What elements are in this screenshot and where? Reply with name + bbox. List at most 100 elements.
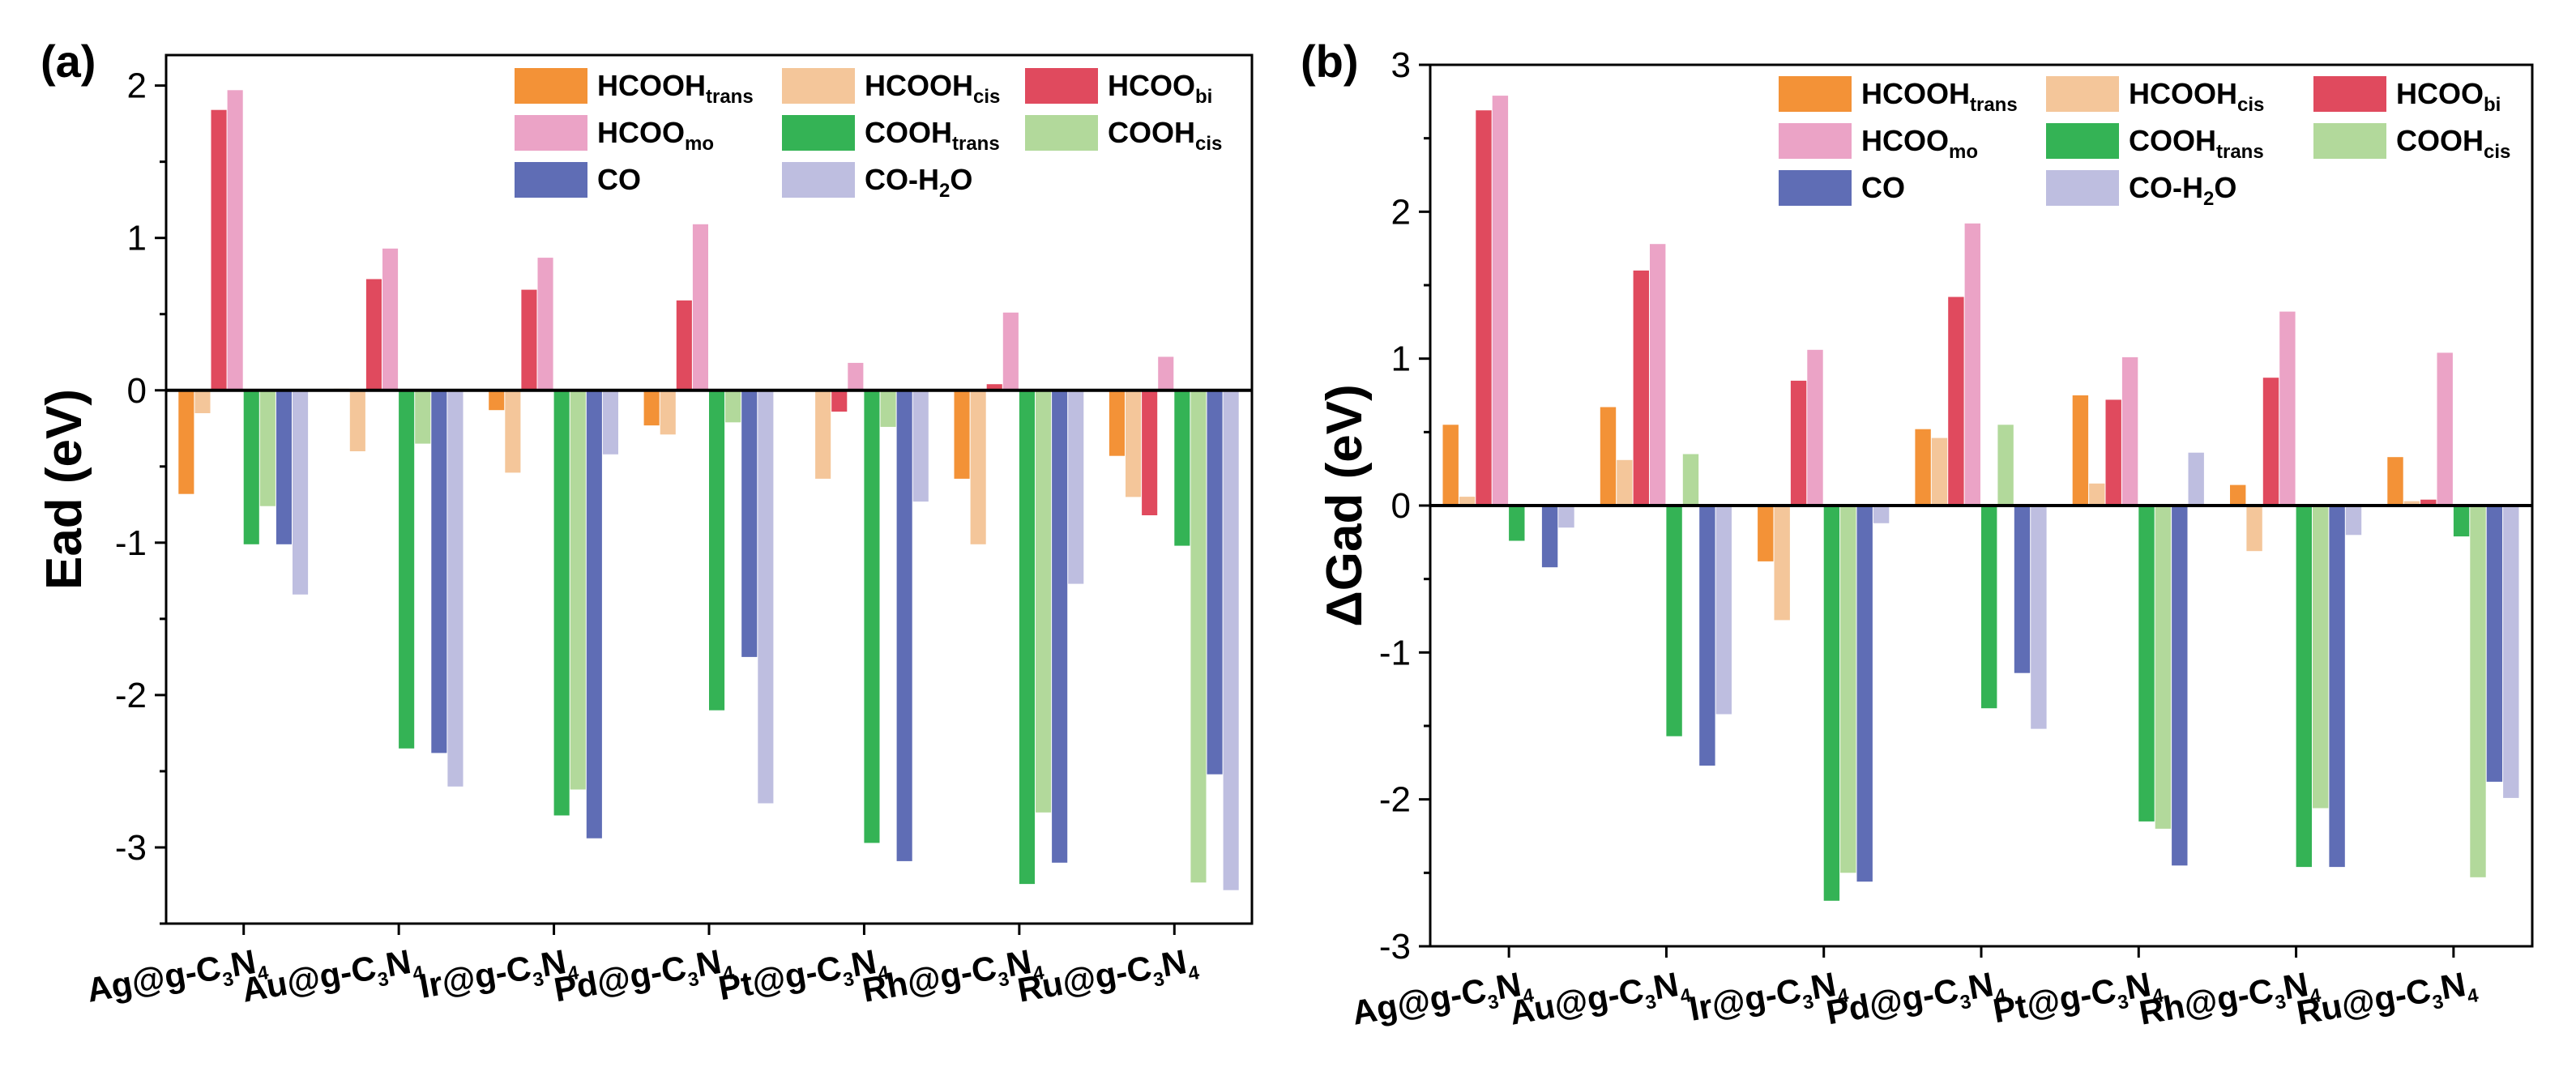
bar-b-HCOOmo-2 bbox=[1807, 349, 1823, 506]
legend-swatch-a-0 bbox=[515, 68, 587, 104]
bar-b-HCOObi-5 bbox=[2262, 378, 2279, 506]
legend-label-b-6: CO bbox=[1861, 171, 1905, 204]
legend-a: HCOOHtrans HCOOHcis HCOObi HCOOmo COOHtrans C… bbox=[515, 68, 1222, 202]
legend-label-a-3: HCOOmo bbox=[597, 116, 714, 155]
legend-swatch-b-6 bbox=[1779, 170, 1852, 206]
ytick-label-b-5: 2 bbox=[1391, 192, 1411, 232]
bar-a-CO-H2O-1 bbox=[447, 390, 464, 787]
bar-b-CO-H2O-4 bbox=[2188, 452, 2204, 506]
bar-a-HCOOmo-1 bbox=[382, 248, 399, 391]
bar-b-HCOOmo-5 bbox=[2279, 311, 2296, 506]
bar-b-COOHtrans-3 bbox=[1981, 506, 1997, 709]
legend-swatch-a-3 bbox=[515, 115, 587, 151]
panel-a: -3-2-1012Ag@g-C3N4Au@g-C3N4Ir@g-C3N4Pd@g… bbox=[36, 36, 1254, 1014]
bar-a-COOHtrans-0 bbox=[243, 390, 259, 544]
bar-a-HCOOHcis-1 bbox=[349, 390, 365, 451]
bar-b-HCOOHtrans-0 bbox=[1442, 425, 1459, 506]
bar-a-COOHtrans-5 bbox=[1019, 390, 1035, 885]
bar-a-CO-2 bbox=[586, 390, 602, 839]
bar-b-HCOObi-0 bbox=[1476, 110, 1492, 506]
bar-a-HCOObi-6 bbox=[1142, 390, 1158, 515]
bar-b-COOHcis-4 bbox=[2155, 506, 2172, 829]
bar-b-HCOOmo-3 bbox=[1964, 223, 1980, 506]
bar-a-HCOObi-0 bbox=[211, 109, 227, 391]
ylabel-a: Ead (eV) bbox=[36, 389, 92, 590]
legend-swatch-b-2 bbox=[2313, 76, 2386, 112]
bar-b-CO-H2O-2 bbox=[1873, 506, 1890, 523]
xtick-label-a-1: Au@g-C3N4 bbox=[239, 940, 426, 1014]
bar-a-HCOOHtrans-3 bbox=[643, 390, 660, 426]
bar-a-CO-H2O-6 bbox=[1223, 390, 1239, 890]
legend-swatch-a-5 bbox=[1025, 115, 1098, 151]
bar-a-COOHcis-6 bbox=[1190, 390, 1207, 883]
legend-swatch-b-0 bbox=[1779, 76, 1852, 112]
bar-b-COOHtrans-0 bbox=[1509, 506, 1525, 541]
legend-swatch-a-4 bbox=[782, 115, 855, 151]
bar-b-COOHcis-1 bbox=[1682, 454, 1699, 506]
legend-swatch-a-2 bbox=[1025, 68, 1098, 104]
bar-a-CO-H2O-5 bbox=[1068, 390, 1084, 584]
bar-b-HCOOmo-0 bbox=[1492, 96, 1509, 506]
bar-a-CO-H2O-3 bbox=[758, 390, 774, 804]
bar-a-HCOOHcis-3 bbox=[660, 390, 676, 435]
panel-label-a: (a) bbox=[41, 36, 96, 87]
bar-b-COOHtrans-2 bbox=[1823, 506, 1840, 901]
bar-b-HCOOHcis-4 bbox=[2089, 483, 2105, 506]
bar-a-COOHtrans-2 bbox=[553, 390, 570, 816]
bar-a-HCOObi-1 bbox=[365, 279, 382, 391]
bar-b-HCOOHtrans-3 bbox=[1915, 429, 1931, 506]
bar-a-HCOOmo-5 bbox=[1002, 312, 1019, 391]
bar-b-HCOOHcis-6 bbox=[2403, 501, 2420, 506]
bar-b-HCOOHtrans-5 bbox=[2230, 484, 2246, 506]
legend-b: HCOOHtrans HCOOHcis HCOObi HCOOmo COOHtrans C… bbox=[1779, 76, 2510, 210]
bar-a-HCOOmo-6 bbox=[1158, 356, 1174, 391]
bar-a-HCOObi-4 bbox=[831, 390, 848, 412]
legend-label-a-0: HCOOHtrans bbox=[597, 69, 754, 108]
legend-label-b-5: COOHcis bbox=[2396, 124, 2510, 163]
bar-a-COOHcis-3 bbox=[725, 390, 741, 423]
xtick-label-b-3: Pd@g-C3N4 bbox=[1823, 962, 2008, 1037]
bar-a-CO-1 bbox=[431, 390, 447, 753]
bar-b-CO-H2O-0 bbox=[1558, 506, 1574, 528]
bar-b-HCOObi-6 bbox=[2420, 499, 2437, 506]
bar-b-HCOOHtrans-4 bbox=[2072, 395, 2089, 506]
bar-b-CO-0 bbox=[1541, 506, 1558, 568]
bar-b-HCOObi-2 bbox=[1790, 380, 1807, 506]
bar-a-HCOOHtrans-0 bbox=[178, 390, 194, 494]
legend-label-b-7: CO-H2O bbox=[2129, 171, 2236, 210]
bar-a-CO-H2O-2 bbox=[602, 390, 618, 455]
bar-a-CO-4 bbox=[896, 390, 912, 861]
legend-label-a-4: COOHtrans bbox=[865, 116, 1000, 155]
bar-b-HCOOHcis-3 bbox=[1931, 437, 1948, 506]
bar-b-HCOOHtrans-6 bbox=[2387, 457, 2403, 506]
legend-swatch-a-7 bbox=[782, 162, 855, 198]
legend-swatch-a-6 bbox=[515, 162, 587, 198]
bar-a-COOHcis-4 bbox=[880, 390, 896, 427]
ytick-label-a-1: -2 bbox=[115, 676, 147, 715]
bar-b-HCOObi-3 bbox=[1948, 297, 1964, 506]
ytick-label-b-0: -3 bbox=[1379, 927, 1411, 967]
bar-a-HCOObi-2 bbox=[521, 289, 537, 391]
legend-label-a-2: HCOObi bbox=[1108, 69, 1212, 108]
bar-b-HCOOHtrans-1 bbox=[1600, 407, 1617, 506]
bar-a-CO-3 bbox=[741, 390, 758, 657]
bar-b-CO-3 bbox=[2014, 506, 2031, 673]
bar-b-HCOObi-1 bbox=[1633, 270, 1649, 506]
legend-label-a-6: CO bbox=[597, 163, 641, 196]
ylabel-b: ΔGad (eV) bbox=[1317, 384, 1373, 627]
bar-b-COOHtrans-6 bbox=[2453, 506, 2470, 537]
bar-a-HCOOHtrans-6 bbox=[1109, 390, 1125, 456]
bar-b-CO-H2O-1 bbox=[1715, 506, 1732, 715]
bar-a-CO-H2O-0 bbox=[293, 390, 309, 595]
bar-a-HCOOHtrans-2 bbox=[489, 390, 505, 411]
ytick-label-b-1: -2 bbox=[1379, 780, 1411, 820]
bar-b-HCOOmo-1 bbox=[1650, 244, 1666, 506]
bar-a-COOHtrans-1 bbox=[399, 390, 415, 749]
ytick-label-b-6: 3 bbox=[1391, 45, 1411, 85]
bar-a-CO-5 bbox=[1052, 390, 1068, 863]
bar-a-COOHtrans-3 bbox=[709, 390, 725, 711]
bar-a-HCOOHcis-5 bbox=[970, 390, 986, 544]
legend-label-a-1: HCOOHcis bbox=[865, 69, 1000, 108]
bar-a-COOHtrans-6 bbox=[1174, 390, 1190, 546]
